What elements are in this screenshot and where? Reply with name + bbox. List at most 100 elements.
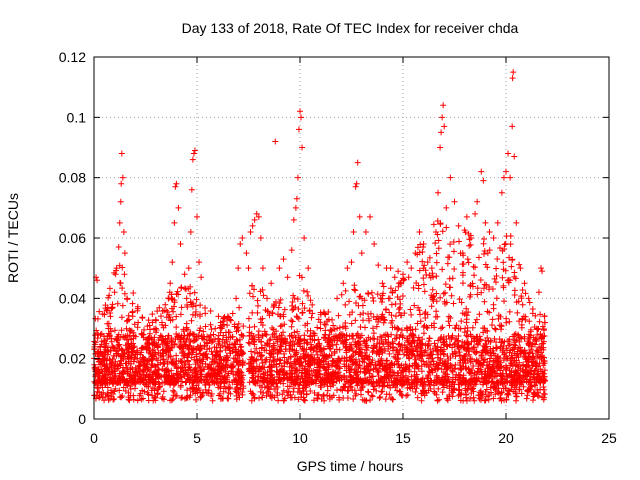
dense-point-marker [274,338,281,345]
dense-point-marker [259,359,266,366]
dense-point-marker [250,364,257,371]
dense-point-marker [318,395,325,402]
dense-point-marker [515,298,522,305]
data-point-marker [196,259,203,266]
dense-point-marker [512,342,519,349]
data-point-marker [169,259,176,266]
data-point-marker [350,228,357,235]
data-point-marker [175,204,182,211]
dense-point-marker [255,331,262,338]
dense-point-marker [219,318,226,325]
dense-point-marker [413,360,420,367]
dense-point-marker [446,341,453,348]
dense-point-marker [301,397,308,404]
dense-point-marker [206,382,213,389]
dense-point-marker [314,395,321,402]
data-point-marker [288,247,295,254]
data-point-marker [109,301,116,308]
dense-point-marker [186,364,193,371]
data-point-marker [121,250,128,257]
dense-point-marker [447,355,454,362]
dense-point-marker [251,286,258,293]
dense-point-marker [291,358,298,365]
dense-point-marker [149,371,156,378]
dense-point-marker [322,321,329,328]
dense-point-marker [498,322,505,329]
dense-point-marker [519,374,526,381]
dense-point-marker [258,384,265,391]
dense-point-marker [379,388,386,395]
data-points [93,69,548,383]
dense-point-marker [192,302,199,309]
dense-point-marker [446,275,453,282]
dense-point-marker [493,387,500,394]
dense-point-marker [120,356,127,363]
dense-point-marker [426,254,433,261]
dense-point-marker [523,358,530,365]
data-point-marker [134,355,141,362]
data-point-marker [268,280,275,287]
dense-point-marker [437,220,444,227]
data-point-marker [264,295,271,302]
dense-point-marker [380,290,387,297]
dense-point-marker [530,353,537,360]
dense-point-marker [314,324,321,331]
dense-point-marker [369,335,376,342]
dense-point-marker [203,374,210,381]
dense-point-marker [464,256,471,263]
dense-point-marker [442,281,449,288]
dense-point-marker [192,337,199,344]
data-point-marker [490,235,497,241]
dense-point-marker [159,393,166,400]
dense-point-marker [492,279,499,286]
dense-point-marker [219,362,226,369]
dense-point-marker [458,318,465,325]
data-point-marker [480,177,487,184]
dense-point-marker [420,330,427,337]
dense-point-marker [355,351,362,358]
dense-point-marker [140,354,147,361]
dense-point-marker [413,343,420,350]
dense-point-marker [184,375,191,382]
dense-point-marker [339,355,346,362]
dense-point-marker [431,382,438,389]
dense-point-marker [463,348,470,354]
dense-point-marker [255,328,262,335]
data-point-marker [115,244,122,251]
dense-point-marker [508,386,515,393]
dense-point-marker [388,360,395,367]
dense-point-marker [429,270,436,277]
data-point-marker [113,265,120,272]
dense-point-marker [217,390,224,397]
dense-point-marker [280,329,287,336]
data-point-marker [451,198,458,205]
dense-point-marker [534,392,541,399]
dense-point-marker [368,359,375,366]
dense-point-marker [445,313,452,320]
dense-point-marker [111,388,118,395]
dense-point-marker [535,389,542,396]
data-point-marker [198,274,205,281]
dense-point-marker [374,379,381,386]
dense-point-marker [439,266,446,273]
dense-point-marker [95,372,102,379]
dense-point-marker [293,367,300,374]
dense-point-marker [137,351,144,358]
dense-point-marker [286,383,293,390]
dense-point-marker [208,393,215,400]
data-point-marker [301,235,308,241]
dense-point-marker [369,380,376,387]
dense-point-marker [381,377,388,384]
dense-point-marker [477,336,484,343]
x-tick-label: 5 [193,430,201,446]
dense-point-marker [397,312,404,319]
dense-point-marker [239,388,246,395]
dense-point-marker [279,340,286,347]
dense-point-marker [187,299,194,306]
dense-point-marker [519,286,526,293]
dense-point-marker [156,304,163,311]
dense-point-marker [123,336,130,343]
data-point-marker [94,277,101,284]
dense-point-marker [377,357,384,364]
dense-point-marker [264,375,271,382]
